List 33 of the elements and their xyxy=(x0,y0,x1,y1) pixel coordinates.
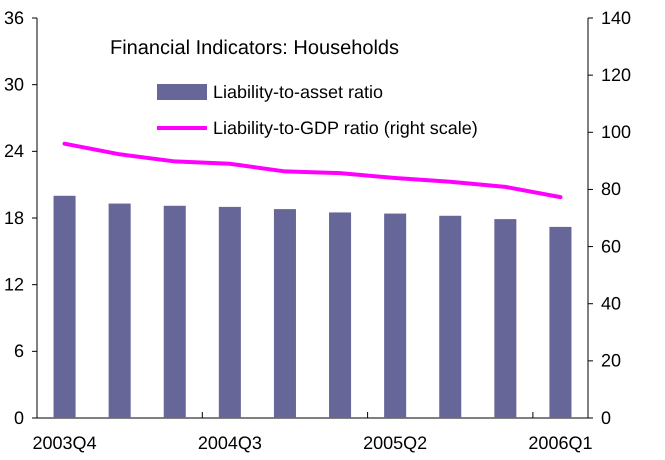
text: Financial Indicators: Households xyxy=(110,37,400,59)
legend-label: Liability-to-asset ratio xyxy=(213,82,384,102)
bar xyxy=(439,216,462,418)
y-tick-label: 36 xyxy=(4,8,24,28)
y2-tick-label: 100 xyxy=(601,122,632,142)
y-tick-label: 18 xyxy=(4,208,24,228)
y-tick-label: 12 xyxy=(4,274,24,294)
legend-label: Liability-to-GDP ratio (right scale) xyxy=(213,118,478,138)
bar xyxy=(108,204,131,418)
bar xyxy=(54,196,76,418)
y2-tick-label: 120 xyxy=(601,64,632,85)
x-tick-label: 2003Q4 xyxy=(32,432,97,453)
y-tick-label: 6 xyxy=(14,341,24,362)
y2-tick-label: 140 xyxy=(601,8,632,28)
y2-tick-label: 0 xyxy=(601,408,612,428)
y-tick-label: 30 xyxy=(4,74,24,94)
bar xyxy=(384,214,406,418)
bar xyxy=(218,206,241,418)
bar xyxy=(164,206,186,418)
bar xyxy=(274,209,296,418)
x-tick-label: 2005Q2 xyxy=(363,432,428,453)
y-tick-label: 0 xyxy=(14,408,24,428)
bar xyxy=(549,226,572,418)
line-series xyxy=(62,142,562,200)
x-tick-label: 2006Q1 xyxy=(528,432,592,453)
x-tick-label: 2004Q3 xyxy=(198,432,262,453)
y2-tick-label: 60 xyxy=(601,236,622,256)
y-tick-label: 24 xyxy=(4,141,24,162)
y2-tick-label: 80 xyxy=(601,179,622,200)
bar xyxy=(494,219,516,418)
y2-tick-label: 20 xyxy=(601,350,622,371)
bar xyxy=(329,212,352,418)
y2-tick-label: 40 xyxy=(601,293,622,314)
